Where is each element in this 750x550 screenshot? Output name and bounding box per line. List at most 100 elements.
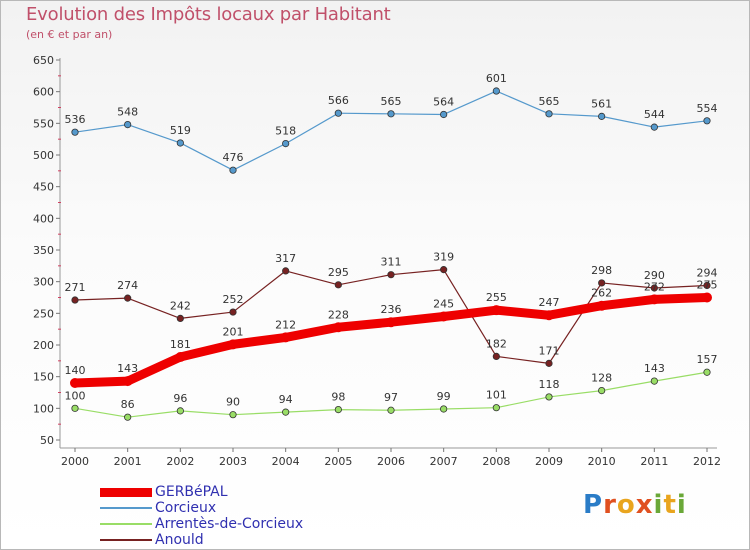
data-point [176,314,184,322]
data-label: 118 [539,378,560,391]
x-tick-label: 2002 [166,455,194,468]
data-label: 236 [381,303,402,316]
y-tick-label: 50 [40,434,54,447]
x-tick-label: 2006 [377,455,405,468]
data-point [703,281,711,290]
data-point [176,407,184,415]
x-tick-label: 2009 [535,455,563,468]
data-point [545,393,553,401]
data-point [650,377,658,385]
y-tick-label: 150 [33,371,54,384]
data-label: 86 [121,398,135,411]
data-label: 94 [279,393,293,406]
data-point [176,139,184,147]
data-label: 101 [486,389,507,402]
data-label: 544 [644,108,665,121]
legend-swatch-corcieux [100,507,152,509]
data-point [649,294,660,305]
y-tick-label: 300 [33,276,54,289]
data-label: 90 [226,396,240,409]
data-point [387,271,395,279]
y-tick-label: 650 [33,54,54,67]
y-tick-label: 450 [33,181,54,194]
data-point [650,284,658,292]
y-tick-label: 350 [33,244,54,257]
data-point [124,121,132,129]
data-point [596,300,607,311]
legend-label: Anould [155,532,204,548]
x-tick-label: 2001 [114,455,142,468]
data-label: 247 [539,296,560,309]
data-label: 298 [591,264,612,277]
data-label: 143 [644,362,665,375]
data-label: 564 [433,95,454,108]
x-tick-label: 2003 [219,455,247,468]
data-point [387,110,395,118]
data-label: 97 [384,391,398,404]
data-point [650,123,658,131]
data-point [440,110,448,119]
data-label: 143 [117,362,138,375]
data-label: 565 [539,95,560,108]
data-point [229,166,237,174]
data-point [333,322,344,333]
data-label: 99 [437,390,451,403]
data-label: 98 [331,391,345,404]
data-point [71,296,79,304]
x-tick-label: 2000 [61,455,89,468]
data-point [334,109,342,117]
data-label: 100 [65,389,86,402]
data-label: 262 [591,287,612,300]
x-tick-label: 2011 [640,455,668,468]
y-tick-label: 250 [33,307,54,320]
data-label: 311 [381,256,402,269]
data-point [598,279,606,287]
data-point [280,332,291,343]
y-tick-label: 400 [33,212,54,225]
legend-item: GERBéPAL [100,484,303,500]
data-label: 201 [223,325,244,338]
y-tick-label: 100 [33,402,54,415]
data-label: 255 [486,291,507,304]
y-tick-label: 500 [33,149,54,162]
data-point [545,110,553,118]
data-point [70,378,80,388]
data-label: 157 [697,353,718,366]
data-point [545,359,553,367]
data-label: 519 [170,124,191,137]
chart-title: Evolution des Impôts locaux par Habitant [26,4,391,25]
data-label: 96 [173,392,187,405]
data-label: 181 [170,338,191,351]
x-tick-label: 2005 [324,455,352,468]
data-label: 242 [170,299,191,312]
data-point [124,413,132,421]
data-point [282,408,290,416]
data-point [334,405,342,414]
data-label: 561 [591,97,612,110]
data-point [386,317,396,328]
data-label: 565 [381,95,402,108]
data-point [71,128,79,136]
data-label: 275 [697,279,718,292]
data-label: 272 [644,280,665,293]
data-point [124,294,132,302]
data-label: 212 [275,318,296,331]
data-label: 140 [65,364,86,377]
legend-swatch-arrentes [100,523,152,525]
data-label: 171 [539,344,560,357]
data-label: 476 [223,151,244,164]
data-point [492,87,500,95]
data-point [228,339,238,350]
data-point [71,404,79,412]
y-tick-label: 600 [33,86,54,99]
legend-swatch-anould [100,539,152,541]
x-tick-label: 2004 [272,455,300,468]
data-point [492,352,500,360]
legend-item: Corcieux [100,500,303,516]
data-point [175,352,186,363]
data-label: 274 [117,279,138,292]
data-point [544,310,554,321]
data-point [282,267,290,275]
data-label: 182 [486,337,507,350]
